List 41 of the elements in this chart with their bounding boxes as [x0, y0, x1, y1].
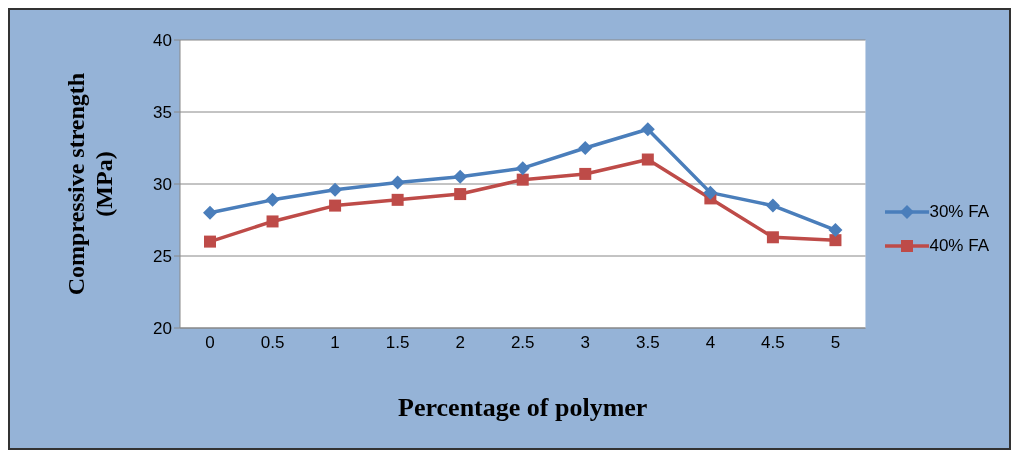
- x-tick-label: 0: [205, 333, 215, 353]
- point: [266, 215, 279, 228]
- point: [454, 188, 467, 201]
- point: [453, 169, 468, 184]
- x-tick-label: 0.5: [260, 333, 285, 353]
- x-tick-label: 1: [330, 333, 340, 353]
- x-tick-label: 5: [830, 333, 841, 353]
- x-tick-label: 3.5: [636, 333, 660, 353]
- point: [203, 205, 217, 220]
- x-axis-title: Percentage of polymer: [398, 393, 648, 422]
- x-tick-label: 2.5: [510, 333, 535, 353]
- y-tick-label: 20: [153, 319, 172, 339]
- x-tick-label: 4: [705, 333, 716, 353]
- point: [579, 167, 592, 180]
- point: [703, 185, 718, 200]
- x-tick-label: 4.5: [761, 333, 785, 353]
- legend-label: 30% FA: [929, 202, 989, 222]
- point: [204, 235, 216, 248]
- point: [265, 192, 280, 207]
- y-axis-title: Compressive strength (MPa): [63, 72, 117, 296]
- point: [765, 198, 780, 213]
- y-tick-label: 25: [153, 247, 172, 267]
- legend-label: 40% FA: [929, 236, 989, 256]
- point: [828, 223, 843, 238]
- point: [766, 231, 779, 244]
- x-tick-label: 1.5: [385, 333, 410, 353]
- point: [641, 153, 654, 166]
- point: [516, 173, 529, 186]
- point: [329, 199, 342, 212]
- y-tick-label: 30: [153, 175, 172, 195]
- point: [515, 161, 530, 176]
- y-tick-label: 35: [153, 103, 172, 123]
- point: [640, 122, 655, 137]
- x-tick-label: 2: [455, 333, 465, 353]
- point: [390, 175, 405, 190]
- y-tick-label: 40: [153, 31, 172, 51]
- point: [391, 193, 404, 206]
- point: [328, 182, 343, 197]
- x-tick-label: 3: [580, 333, 591, 353]
- point: [829, 234, 842, 247]
- point: [578, 141, 593, 155]
